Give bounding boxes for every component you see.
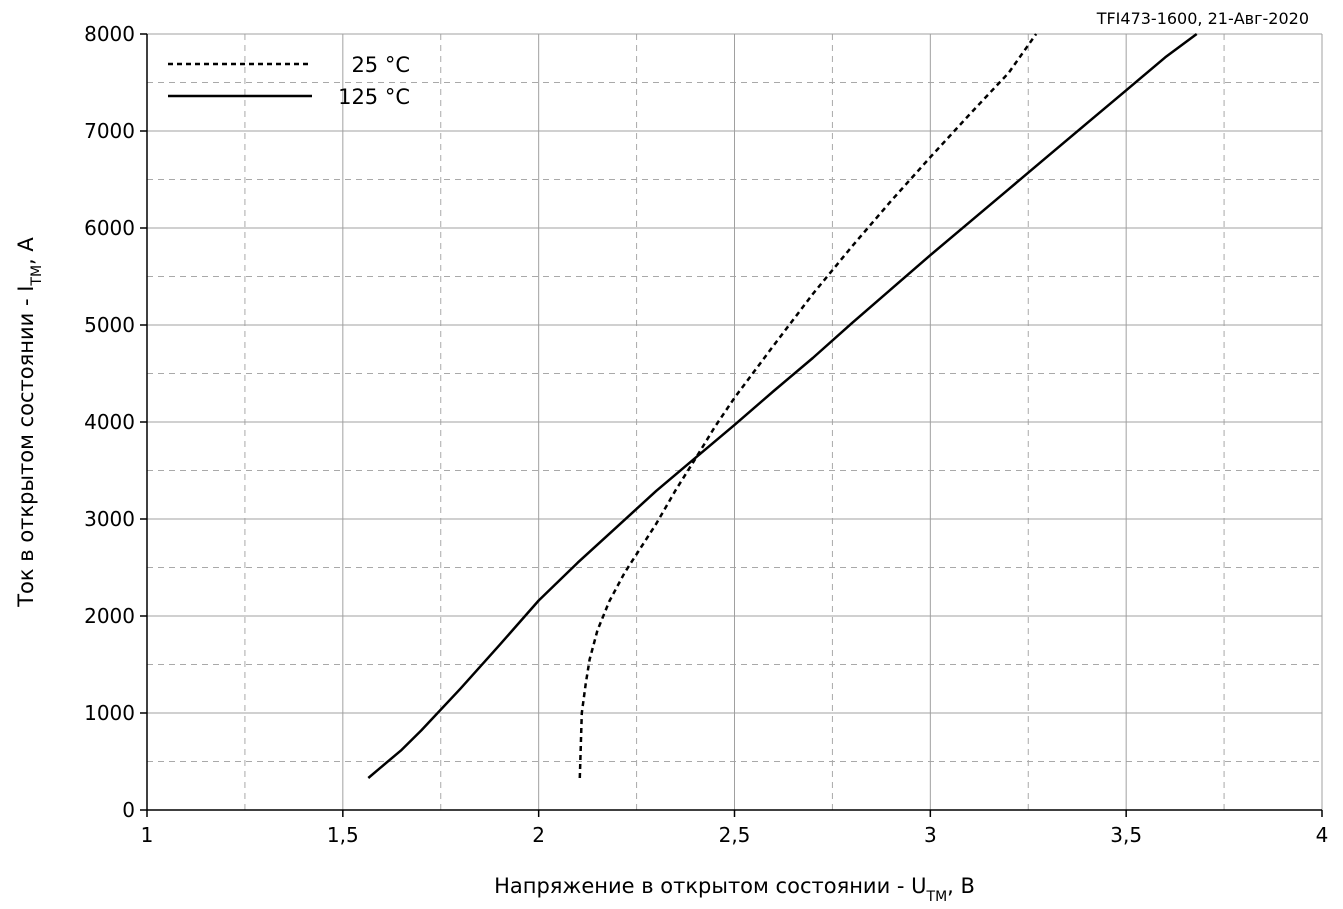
- y-tick-label: 8000: [84, 22, 135, 46]
- y-tick-label: 2000: [84, 604, 135, 628]
- y-tick-label: 3000: [84, 507, 135, 531]
- legend-label: 25 °C: [351, 53, 410, 77]
- x-tick-label: 2,5: [719, 823, 751, 847]
- x-tick-label: 4: [1316, 823, 1329, 847]
- x-tick-label: 1: [141, 823, 154, 847]
- series-line-25c: [578, 33, 1038, 779]
- y-tick-label: 0: [122, 798, 135, 822]
- chart-header-note: TFI473-1600, 21-Авг-2020: [1096, 9, 1309, 28]
- x-tick-label: 3: [924, 823, 937, 847]
- x-axis-title: Напряжение в открытом состоянии - UТМ, В: [494, 874, 975, 905]
- x-tick-label: 1,5: [327, 823, 359, 847]
- x-tick-label: 2: [532, 823, 545, 847]
- y-tick-label: 4000: [84, 410, 135, 434]
- y-tick-label: 7000: [84, 119, 135, 143]
- y-tick-label: 6000: [84, 216, 135, 240]
- legend-label: 125 °C: [338, 85, 410, 109]
- y-tick-label: 1000: [84, 701, 135, 725]
- series-line-125c: [367, 32, 1198, 779]
- x-tick-label: 3,5: [1110, 823, 1142, 847]
- y-tick-label: 5000: [84, 313, 135, 337]
- y-axis-title: Ток в открытом состоянии - IТМ, А: [14, 237, 45, 608]
